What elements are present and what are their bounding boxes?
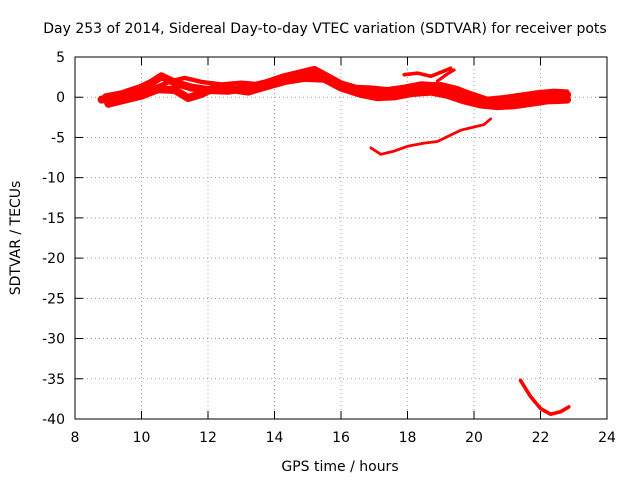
- ticks: [74, 56, 608, 420]
- y-axis-label: SDTVAR / TECUs: [8, 181, 24, 296]
- series-branch-lower: [435, 68, 456, 83]
- x-tick-label: 14: [266, 430, 284, 446]
- y-tick-label: 0: [56, 90, 65, 106]
- y-tick-label: -10: [42, 171, 65, 187]
- x-tick-label: 16: [332, 430, 350, 446]
- y-tick-label: -40: [42, 412, 65, 428]
- series-branch-upper: [402, 66, 453, 79]
- y-tick-label: -20: [42, 251, 65, 267]
- series-bottom-track: [518, 378, 571, 416]
- y-tick-label: -15: [42, 211, 65, 227]
- x-tick-label: 24: [598, 430, 616, 446]
- y-tick-label: -25: [42, 291, 65, 307]
- chart-title: Day 253 of 2014, Sidereal Day-to-day VTE…: [43, 21, 606, 37]
- series-band-c: [102, 71, 570, 101]
- x-tick-label: 18: [399, 430, 417, 446]
- x-axis-label: GPS time / hours: [281, 459, 398, 475]
- y-tick-label: 5: [56, 50, 65, 66]
- x-tick-label: 22: [532, 430, 550, 446]
- grid: [75, 57, 607, 419]
- y-tick-label: -35: [42, 372, 65, 388]
- series-band-b: [104, 73, 572, 111]
- series-group: [97, 65, 572, 416]
- x-tick-label: 10: [133, 430, 151, 446]
- x-tick-label: 20: [465, 430, 483, 446]
- x-tick-label: 8: [71, 430, 80, 446]
- tick-labels: 8 10 12 14 16 18 20 22 24 5 0 -5 -10 -15 -20 -25 -30 -35 -…: [42, 50, 616, 446]
- y-tick-label: -5: [51, 130, 65, 146]
- y-tick-label: -30: [42, 332, 65, 348]
- x-tick-label: 12: [199, 430, 217, 446]
- series-mid-track: [369, 117, 492, 156]
